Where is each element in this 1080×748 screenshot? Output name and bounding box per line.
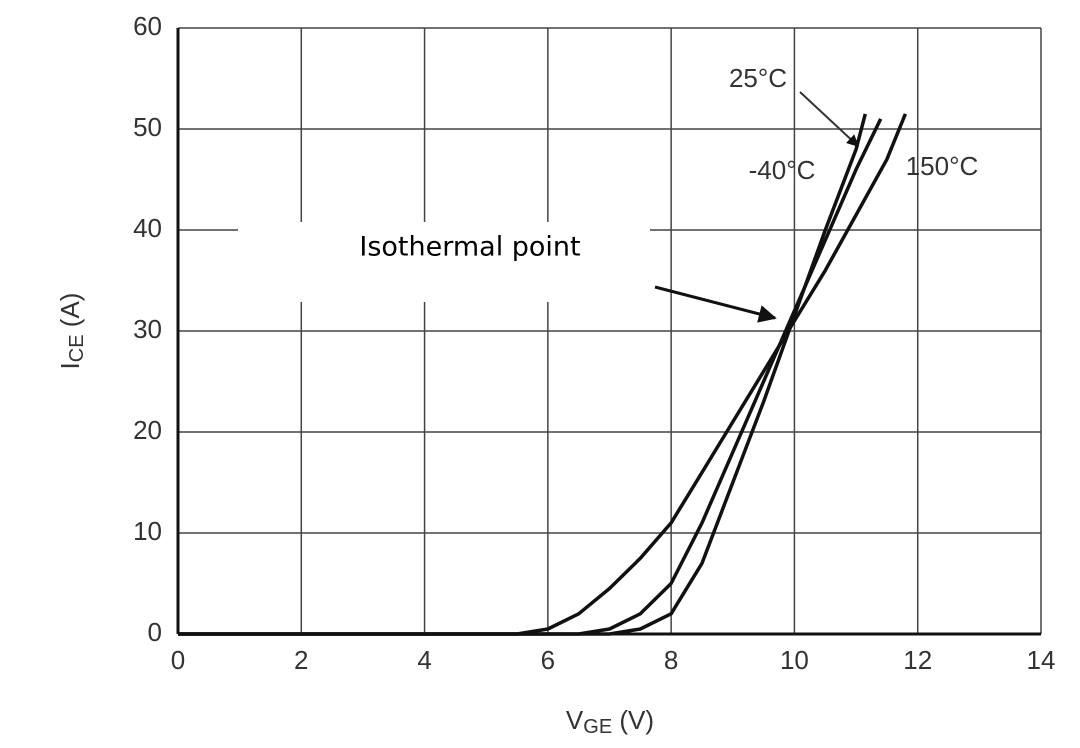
x-tick-label: 14	[1027, 645, 1056, 675]
y-tick-label: 0	[148, 617, 162, 647]
series-line	[178, 113, 867, 636]
series-label: 25°C	[729, 63, 787, 93]
y-label-unit: (A)	[55, 293, 85, 335]
y-tick-label: 10	[133, 516, 162, 546]
y-tick-label: 50	[133, 112, 162, 142]
y-tick-label: 20	[133, 415, 162, 445]
x-label-unit: (V)	[612, 705, 654, 735]
x-label-main: V	[566, 705, 584, 735]
y-label-main: I	[55, 362, 85, 369]
x-tick-label: 6	[541, 645, 555, 675]
label-background	[238, 222, 650, 302]
annotation: Isothermal point	[359, 232, 580, 263]
series-line	[178, 113, 908, 636]
x-tick-label: 4	[417, 645, 431, 675]
x-tick-label: 10	[780, 645, 809, 675]
x-tick-label: 8	[664, 645, 678, 675]
y-tick-label: 40	[133, 213, 162, 243]
series-label: 150°C	[906, 151, 979, 181]
annotation-arrow	[654, 285, 777, 323]
label-arrow	[799, 91, 859, 147]
x-tick-label: 12	[903, 645, 932, 675]
x-axis-label: VGE (V)	[566, 705, 654, 738]
x-tick-label: 2	[294, 645, 308, 675]
x-label-sub: GE	[583, 716, 612, 738]
y-tick-label: 60	[133, 11, 162, 41]
x-tick-label: 0	[171, 645, 185, 675]
y-axis-label: ICE (A)	[55, 293, 88, 370]
series-line	[178, 118, 883, 636]
y-label-sub: CE	[66, 334, 88, 362]
grid	[177, 27, 1042, 635]
series-label: -40°C	[749, 155, 816, 185]
y-tick-label: 30	[133, 314, 162, 344]
